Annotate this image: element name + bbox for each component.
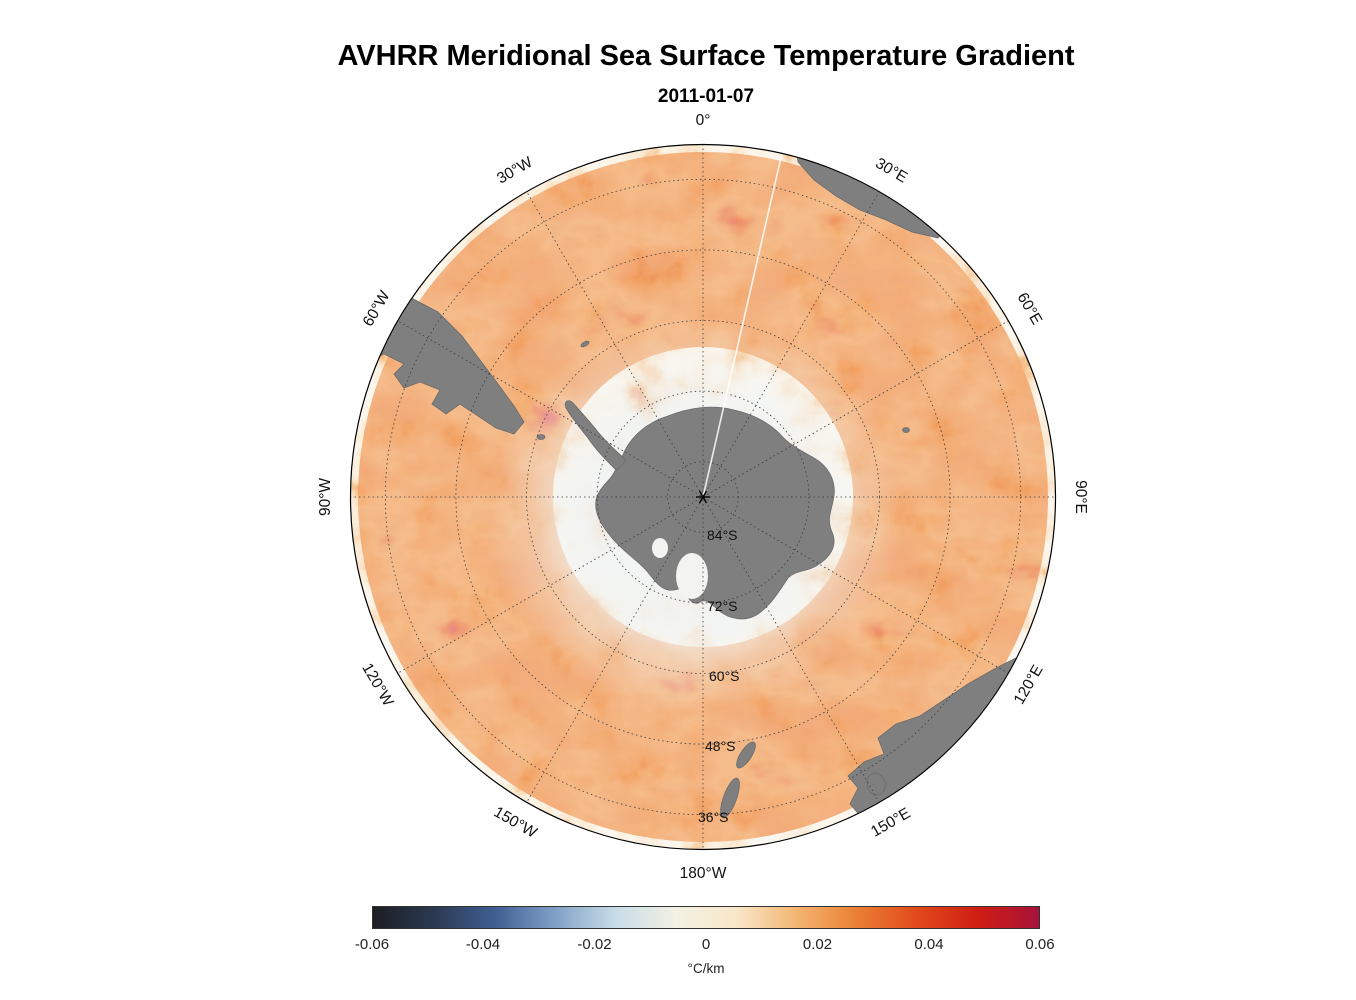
island-south-georgia [580, 340, 590, 348]
antarctic-peninsula [564, 400, 627, 471]
meridian-label-150W: 150°W [491, 804, 540, 842]
antarctica [595, 406, 835, 620]
colorbar-tick-2: -0.02 [577, 936, 612, 953]
parallel-label-72S: 72°S [707, 598, 738, 614]
colorbar-tick-3: 0 [701, 936, 711, 953]
meridian-120-60 [397, 320, 1009, 674]
parallel-48S [455, 249, 951, 745]
parallel-label-60S: 60°S [709, 668, 740, 684]
meridian-150-30 [526, 191, 880, 803]
figure-title: AVHRR Meridional Sea Surface Temperature… [337, 40, 1075, 72]
meridian-label-60E: 60°E [1014, 290, 1046, 328]
parallel-72S [596, 390, 810, 604]
island-kerguelen [902, 427, 910, 433]
meridian-label-150E: 150°E [868, 805, 913, 841]
new-zealand-north-island [736, 741, 756, 769]
meridian-label-120W: 120°W [358, 660, 396, 709]
parallel-label-84S: 84°S [707, 527, 738, 543]
meridian-30-150 [526, 191, 880, 803]
pole-marker-icon [696, 490, 710, 504]
ross-ice-shelf [676, 553, 708, 599]
colorbar-gradient [372, 906, 1040, 929]
data-seam-line [702, 152, 783, 498]
ice-shelf-patch [652, 538, 668, 558]
meridian-label-30E: 30°E [872, 155, 910, 187]
colorbar-tick-5: 0.04 [914, 936, 944, 953]
meridian-gridlines [351, 145, 1055, 849]
meridian-60-120 [397, 320, 1009, 674]
parallel-label-48S: 48°S [705, 738, 736, 754]
figure-subtitle: 2011-01-07 [657, 86, 755, 107]
map-area [351, 145, 1055, 849]
colorbar-tick-0: -0.06 [354, 936, 390, 953]
colorbar-tick-1: -0.04 [465, 936, 501, 953]
meridian-label-60W: 60°W [360, 288, 394, 330]
meridian-label-120E: 120°E [1011, 662, 1047, 707]
meridian-label-30W: 30°W [494, 154, 536, 188]
meridian-label-180W: 180°W [680, 865, 727, 882]
parallel-label-36S: 36°S [698, 809, 729, 825]
map-boundary [349, 143, 1057, 851]
meridian-label-90W: 90°W [317, 478, 334, 516]
parallel-labels: 84°S 72°S 60°S 48°S 36°S [698, 527, 740, 825]
meridian-label-0: 0° [696, 112, 711, 129]
meridian-label-90E: 90°E [1072, 480, 1089, 514]
colorbar-tick-6: 0.06 [1025, 936, 1055, 953]
colorbar-unit-label: °C/km [687, 961, 725, 976]
new-zealand-south-island [720, 777, 740, 819]
tasmania [866, 772, 886, 796]
colorbar-tick-4: 0.02 [802, 936, 833, 953]
island-falklands [536, 434, 546, 440]
